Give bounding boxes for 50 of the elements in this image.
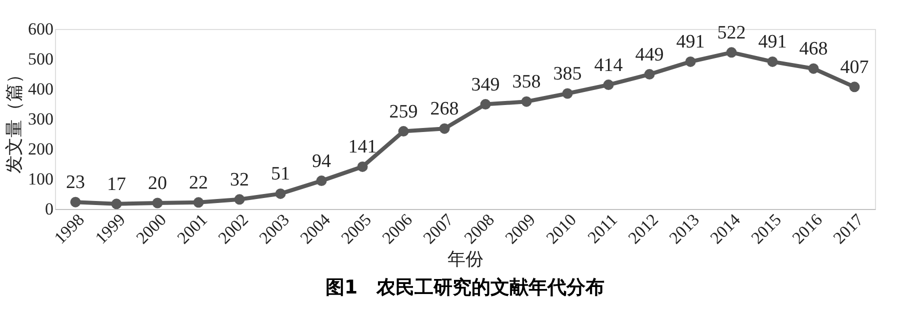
data-label: 491 bbox=[758, 32, 787, 53]
point bbox=[398, 126, 409, 137]
point bbox=[808, 63, 819, 74]
data-label: 17 bbox=[107, 174, 126, 195]
data-label: 385 bbox=[553, 64, 582, 84]
point bbox=[767, 56, 778, 67]
data-label: 522 bbox=[717, 22, 746, 44]
data-label: 22 bbox=[189, 172, 208, 194]
point bbox=[193, 197, 204, 208]
data-label: 468 bbox=[799, 38, 828, 60]
point bbox=[234, 194, 245, 205]
point bbox=[439, 123, 450, 134]
data-label: 20 bbox=[148, 173, 167, 194]
y-tick-label: 200 bbox=[28, 140, 54, 158]
point bbox=[644, 69, 655, 80]
data-label: 23 bbox=[66, 172, 85, 194]
point bbox=[70, 196, 81, 208]
point bbox=[111, 198, 122, 210]
point bbox=[275, 188, 286, 199]
y-tick-label: 400 bbox=[28, 80, 54, 98]
data-label: 491 bbox=[676, 32, 705, 53]
data-label: 51 bbox=[271, 164, 290, 185]
y-tick-label: 600 bbox=[28, 20, 54, 38]
point bbox=[357, 161, 368, 172]
y-tick-label: 100 bbox=[28, 170, 54, 188]
point bbox=[849, 82, 860, 92]
data-label: 349 bbox=[471, 74, 500, 96]
point bbox=[562, 88, 573, 99]
data-label: 94 bbox=[312, 150, 332, 172]
y-tick-label: 500 bbox=[28, 50, 54, 68]
point bbox=[521, 96, 532, 107]
data-label: 358 bbox=[512, 72, 541, 93]
point bbox=[316, 176, 327, 186]
data-label: 268 bbox=[430, 98, 459, 120]
point bbox=[603, 80, 614, 90]
y-axis-title: 发文量（篇） bbox=[4, 66, 24, 174]
point bbox=[480, 99, 491, 110]
point bbox=[685, 56, 696, 67]
data-label: 141 bbox=[348, 136, 377, 158]
data-label: 259 bbox=[389, 101, 418, 122]
x-axis-title: 年份 bbox=[448, 248, 484, 269]
data-label: 449 bbox=[635, 44, 664, 66]
data-label: 407 bbox=[840, 56, 869, 78]
point bbox=[152, 198, 163, 208]
text: 图1 农民工研究的文献年代分布 bbox=[325, 276, 605, 298]
data-label: 414 bbox=[594, 54, 624, 76]
y-tick-label: 300 bbox=[28, 110, 54, 128]
point bbox=[726, 47, 737, 58]
y-tick-label: 0 bbox=[45, 200, 54, 218]
data-label: 32 bbox=[230, 169, 249, 190]
